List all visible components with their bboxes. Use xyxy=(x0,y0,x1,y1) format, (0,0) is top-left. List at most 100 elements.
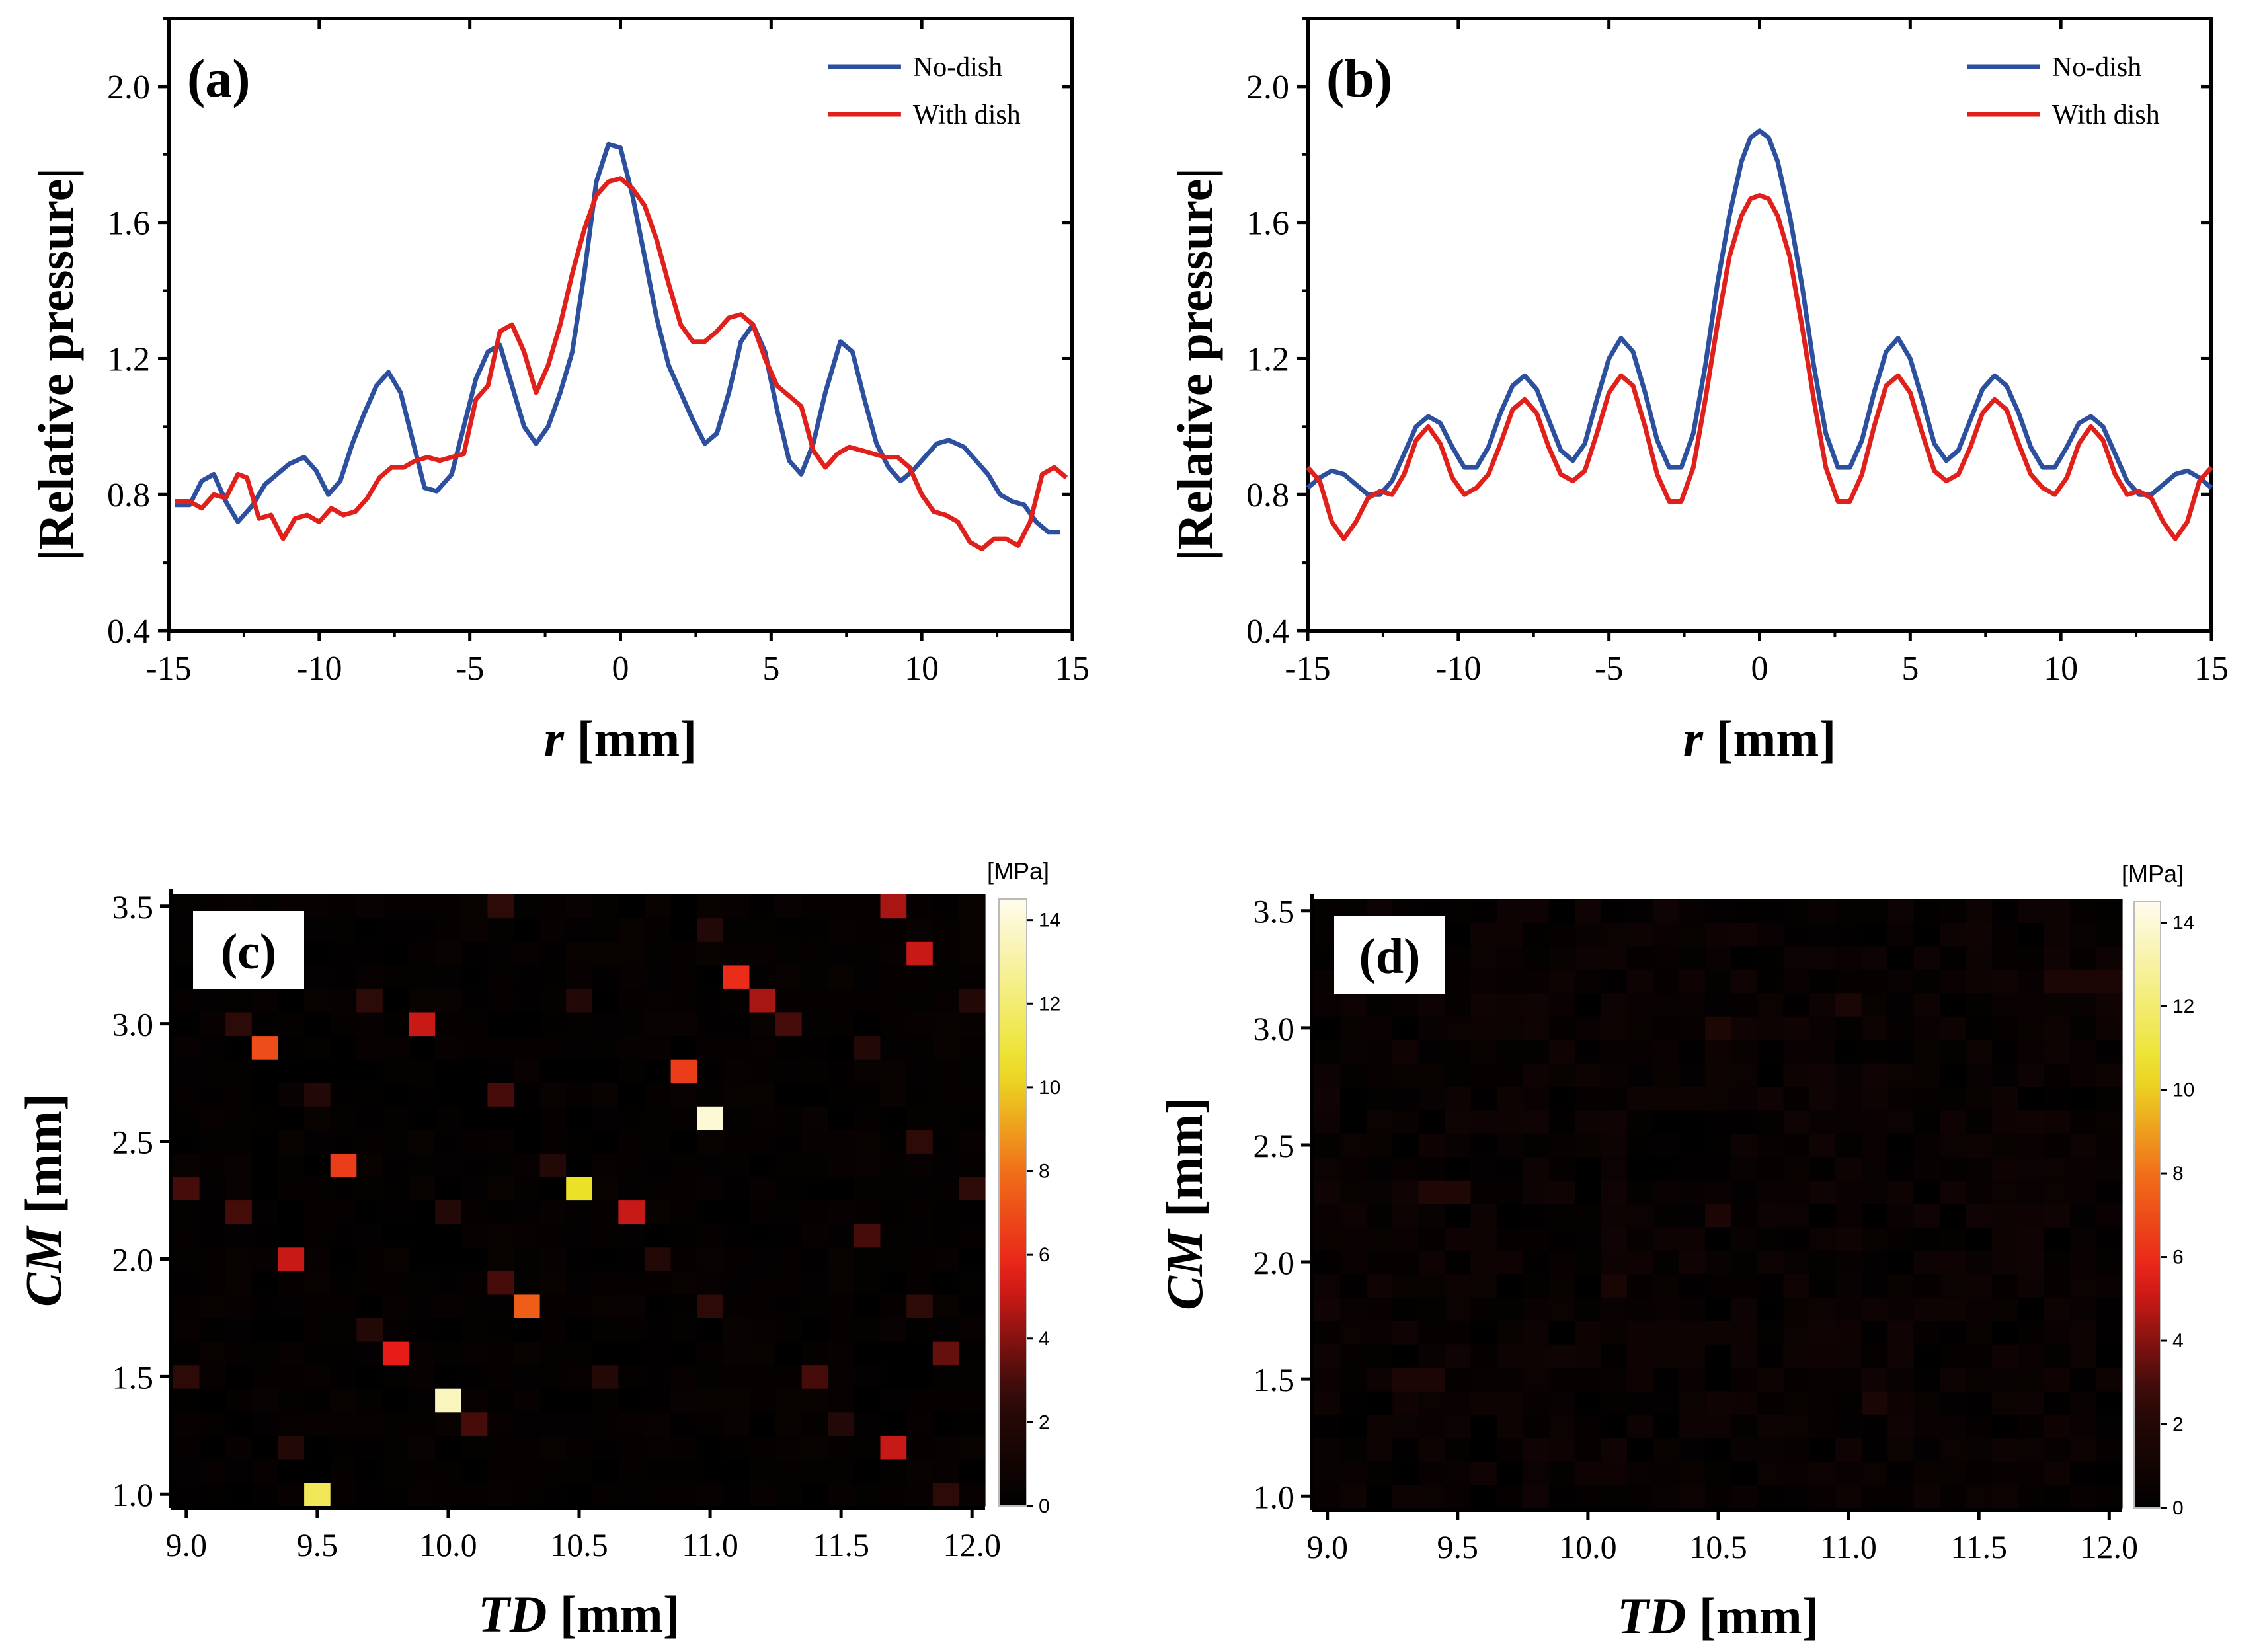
heatmap-cell xyxy=(382,1035,410,1060)
heatmap-cell xyxy=(382,1271,410,1295)
heatmap-cell xyxy=(304,1341,331,1366)
heatmap-cell xyxy=(670,988,697,1013)
heatmap-cell xyxy=(592,1011,619,1037)
heatmap-cell xyxy=(1575,945,1602,970)
heatmap-cell xyxy=(670,1411,697,1436)
heatmap-cell xyxy=(1470,1273,1497,1298)
heatmap-cell xyxy=(697,1200,724,1224)
heatmap-cell xyxy=(645,1082,672,1107)
heatmap-cell xyxy=(1705,1156,1732,1181)
heatmap-cell xyxy=(1731,1461,1758,1485)
heatmap-cell xyxy=(828,1341,855,1366)
heatmap-cell xyxy=(749,1200,776,1224)
heatmap-cell xyxy=(1940,1086,1967,1111)
heatmap-cell xyxy=(723,1435,750,1460)
heatmap-cell xyxy=(618,1341,645,1366)
heatmap-cell xyxy=(2096,1461,2123,1485)
x-tick-label: 15 xyxy=(1055,650,1090,688)
heatmap-cell xyxy=(1731,1250,1758,1275)
heatmap-cell xyxy=(1340,1133,1367,1158)
heatmap-cell xyxy=(959,1129,986,1154)
heatmap-cell xyxy=(932,1364,959,1389)
heatmap-cell xyxy=(2018,899,2045,923)
heatmap-cell xyxy=(304,1059,331,1083)
colorbar-tick-label: 8 xyxy=(2172,1163,2184,1185)
heatmap-cell xyxy=(356,1271,383,1295)
heatmap-cell xyxy=(1601,1086,1628,1111)
heatmap-cell xyxy=(697,1106,724,1130)
heatmap-cell xyxy=(173,1176,200,1201)
heatmap-cell xyxy=(1731,1039,1758,1064)
heatmap-cell xyxy=(1523,1133,1550,1158)
heatmap-cell xyxy=(1861,1273,1888,1298)
heatmap-cell xyxy=(1913,1367,1940,1392)
heatmap-cell xyxy=(2044,969,2071,994)
heatmap-cell xyxy=(906,1411,934,1436)
heatmap-cell xyxy=(1418,1039,1445,1064)
heatmap-cell xyxy=(1627,1180,1653,1204)
heatmap-cell xyxy=(225,1388,253,1413)
heatmap-cell xyxy=(801,894,828,919)
heatmap-cell xyxy=(1445,1133,1472,1158)
heatmap-cell xyxy=(2018,1109,2045,1134)
heatmap-cell xyxy=(749,1082,776,1107)
heatmap-cell xyxy=(1809,922,1836,947)
heatmap-cell xyxy=(1653,1016,1680,1041)
heatmap-cell xyxy=(1991,1250,2018,1275)
heatmap-cell xyxy=(1940,1414,1967,1438)
heatmap-cell xyxy=(1575,1039,1602,1064)
heatmap-cell xyxy=(199,1059,226,1083)
colorbar xyxy=(998,898,1027,1507)
heatmap-cell xyxy=(1966,1180,1993,1204)
heatmap-cell xyxy=(435,1224,462,1248)
heatmap-cell xyxy=(828,1011,855,1037)
heatmap-cell xyxy=(199,1458,226,1483)
heatmap-cell xyxy=(645,1153,672,1177)
heatmap-cell xyxy=(1966,1086,1993,1111)
heatmap-cell xyxy=(906,1176,934,1201)
heatmap-cell xyxy=(854,1200,881,1224)
heatmap-cell xyxy=(2070,992,2097,1017)
heatmap-cell xyxy=(1418,1390,1445,1415)
heatmap-cell xyxy=(645,894,672,919)
heatmap-cell xyxy=(1575,1273,1602,1298)
heatmap-cell xyxy=(670,918,697,942)
heatmap-cell xyxy=(801,1106,828,1130)
heatmap-cell xyxy=(1731,1203,1758,1228)
heatmap-cell xyxy=(251,1482,278,1507)
heatmap-cell xyxy=(1679,1484,1706,1509)
heatmap-cell xyxy=(1757,1297,1784,1321)
heatmap-cell xyxy=(1418,1180,1445,1204)
heatmap-cell xyxy=(1861,1086,1888,1111)
heatmap-cell xyxy=(1523,1297,1550,1321)
heatmap-cell xyxy=(670,941,697,966)
heatmap-cell xyxy=(1496,1226,1523,1251)
heatmap-cell xyxy=(225,1247,253,1271)
heatmap-cell xyxy=(487,1458,514,1483)
heatmap-cell xyxy=(645,1247,672,1271)
heatmap-cell xyxy=(225,1200,253,1224)
heatmap-cell xyxy=(1888,1273,1915,1298)
heatmap-cell xyxy=(932,1059,959,1083)
heatmap-cell xyxy=(461,1364,488,1389)
heatmap-cell xyxy=(1731,1320,1758,1345)
heatmap-cell xyxy=(618,1082,645,1107)
heatmap-cell xyxy=(409,1388,436,1413)
heatmap-cell xyxy=(959,1318,986,1342)
heatmap-cell xyxy=(1470,1016,1497,1041)
heatmap-cell xyxy=(775,1364,803,1389)
heatmap-cell xyxy=(2070,1226,2097,1251)
heatmap-cell xyxy=(1601,1250,1628,1275)
heatmap-cell xyxy=(880,1364,907,1389)
heatmap-cell xyxy=(1340,1437,1367,1462)
heatmap-cell xyxy=(304,1224,331,1248)
heatmap-cell xyxy=(330,918,357,942)
heatmap-cell xyxy=(1366,1273,1393,1298)
heatmap-cell xyxy=(1913,1390,1940,1415)
heatmap-cell xyxy=(278,1458,305,1483)
heatmap-cell xyxy=(1679,1390,1706,1415)
heatmap-cell xyxy=(1340,1039,1367,1064)
heatmap-cell xyxy=(566,1364,593,1389)
heatmap-cell xyxy=(1783,1250,1810,1275)
heatmap-cell xyxy=(487,1341,514,1366)
